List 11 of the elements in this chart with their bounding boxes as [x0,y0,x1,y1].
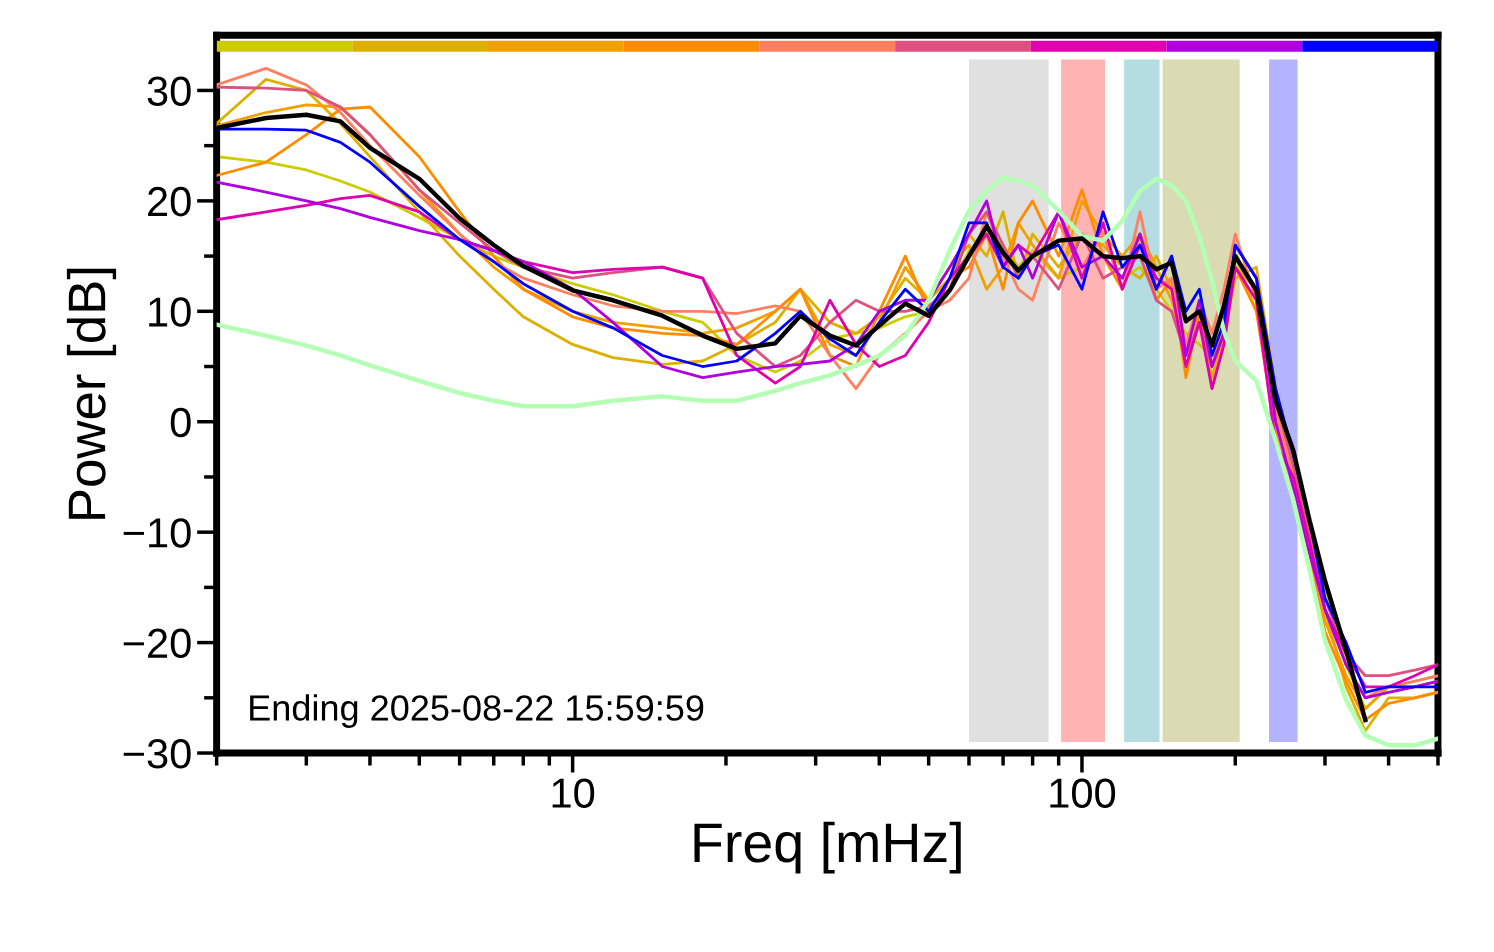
y-axis-title: Power [dB] [66,268,117,519]
y-tick-label: 30 [147,76,191,106]
x-tick-label: 100 [1050,778,1116,808]
y-tick-label: −20 [123,628,191,659]
y-tick-label: −30 [123,739,191,769]
y-tick-label: −10 [123,518,191,548]
x-axis-title: Freq [mHz] [694,821,961,874]
y-tick-label: 10 [149,297,191,327]
y-tick-label: 20 [148,186,191,217]
annotation: Ending 2025-08-22 15:59:59 [250,694,704,728]
y-tick-label: 0 [170,407,191,438]
